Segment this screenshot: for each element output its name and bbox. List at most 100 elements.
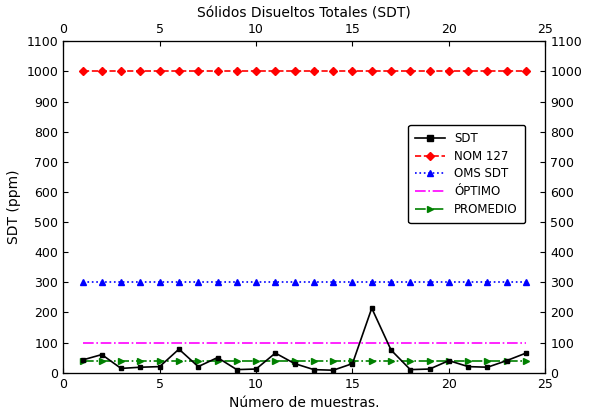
PROMEDIO xyxy=(214,358,221,363)
SDT xyxy=(79,357,86,362)
SDT xyxy=(195,364,202,369)
Line: OMS SDT: OMS SDT xyxy=(80,279,529,285)
NOM 127 xyxy=(214,69,221,74)
OMS SDT xyxy=(484,280,491,285)
NOM 127 xyxy=(407,69,414,74)
SDT xyxy=(253,367,260,372)
PROMEDIO xyxy=(445,358,452,363)
SDT xyxy=(484,365,491,370)
OMS SDT xyxy=(214,280,221,285)
ÓPTIMO xyxy=(292,340,299,345)
ÓPTIMO xyxy=(290,340,297,345)
PROMEDIO xyxy=(195,358,202,363)
PROMEDIO xyxy=(176,358,183,363)
NOM 127 xyxy=(195,69,202,74)
NOM 127 xyxy=(98,69,105,74)
PROMEDIO xyxy=(137,358,144,363)
ÓPTIMO xyxy=(522,340,530,345)
SDT xyxy=(176,347,183,352)
NOM 127 xyxy=(79,69,86,74)
NOM 127 xyxy=(388,69,395,74)
X-axis label: Número de muestras.: Número de muestras. xyxy=(229,396,379,410)
PROMEDIO xyxy=(388,358,395,363)
NOM 127 xyxy=(233,69,240,74)
PROMEDIO xyxy=(118,358,125,363)
OMS SDT xyxy=(291,280,298,285)
SDT xyxy=(137,365,144,370)
ÓPTIMO xyxy=(512,340,519,345)
PROMEDIO xyxy=(349,358,356,363)
SDT xyxy=(98,352,105,357)
OMS SDT xyxy=(233,280,240,285)
PROMEDIO xyxy=(484,358,491,363)
NOM 127 xyxy=(272,69,279,74)
ÓPTIMO xyxy=(79,340,86,345)
OMS SDT xyxy=(137,280,144,285)
OMS SDT xyxy=(195,280,202,285)
OMS SDT xyxy=(98,280,105,285)
SDT xyxy=(522,351,530,356)
SDT xyxy=(388,347,395,352)
PROMEDIO xyxy=(272,358,279,363)
NOM 127 xyxy=(426,69,433,74)
NOM 127 xyxy=(291,69,298,74)
PROMEDIO xyxy=(79,358,86,363)
PROMEDIO xyxy=(368,358,375,363)
PROMEDIO xyxy=(310,358,317,363)
Legend: SDT, NOM 127, OMS SDT, ÓPTIMO, PROMEDIO: SDT, NOM 127, OMS SDT, ÓPTIMO, PROMEDIO xyxy=(408,125,525,223)
OMS SDT xyxy=(503,280,510,285)
PROMEDIO xyxy=(522,358,530,363)
PROMEDIO xyxy=(253,358,260,363)
OMS SDT xyxy=(156,280,163,285)
SDT xyxy=(465,364,472,369)
NOM 127 xyxy=(156,69,163,74)
Line: NOM 127: NOM 127 xyxy=(80,69,529,74)
SDT xyxy=(426,367,433,372)
PROMEDIO xyxy=(330,358,337,363)
SDT xyxy=(272,351,279,356)
NOM 127 xyxy=(368,69,375,74)
SDT xyxy=(330,368,337,373)
OMS SDT xyxy=(79,280,86,285)
PROMEDIO xyxy=(407,358,414,363)
SDT xyxy=(349,361,356,366)
OMS SDT xyxy=(465,280,472,285)
SDT xyxy=(214,355,221,360)
ÓPTIMO xyxy=(319,340,326,345)
SDT xyxy=(291,361,298,366)
PROMEDIO xyxy=(291,358,298,363)
SDT xyxy=(156,364,163,369)
Line: PROMEDIO: PROMEDIO xyxy=(80,358,529,363)
OMS SDT xyxy=(522,280,530,285)
OMS SDT xyxy=(176,280,183,285)
Line: SDT: SDT xyxy=(80,306,528,373)
OMS SDT xyxy=(253,280,260,285)
SDT xyxy=(503,358,510,363)
SDT xyxy=(407,367,414,372)
X-axis label: Sólidos Disueltos Totales (SDT): Sólidos Disueltos Totales (SDT) xyxy=(197,7,411,21)
SDT xyxy=(118,366,125,371)
NOM 127 xyxy=(330,69,337,74)
OMS SDT xyxy=(426,280,433,285)
OMS SDT xyxy=(388,280,395,285)
NOM 127 xyxy=(176,69,183,74)
NOM 127 xyxy=(310,69,317,74)
OMS SDT xyxy=(407,280,414,285)
SDT xyxy=(445,358,452,363)
OMS SDT xyxy=(349,280,356,285)
OMS SDT xyxy=(272,280,279,285)
PROMEDIO xyxy=(465,358,472,363)
SDT xyxy=(368,306,375,311)
PROMEDIO xyxy=(233,358,240,363)
NOM 127 xyxy=(522,69,530,74)
NOM 127 xyxy=(465,69,472,74)
Y-axis label: SDT (ppm): SDT (ppm) xyxy=(7,170,21,244)
NOM 127 xyxy=(503,69,510,74)
NOM 127 xyxy=(253,69,260,74)
PROMEDIO xyxy=(426,358,433,363)
OMS SDT xyxy=(310,280,317,285)
OMS SDT xyxy=(368,280,375,285)
PROMEDIO xyxy=(156,358,163,363)
NOM 127 xyxy=(445,69,452,74)
ÓPTIMO xyxy=(442,340,449,345)
